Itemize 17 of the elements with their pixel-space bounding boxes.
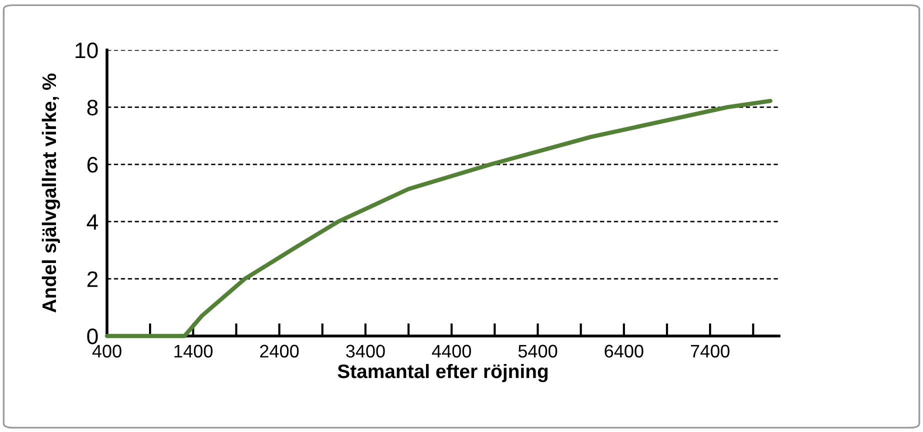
y-tick-label: 8 [87,100,98,116]
y-axis-title: Andel självgallrat virke, % [42,74,60,312]
line-series [104,98,772,338]
x-tick-label: 5400 [518,344,558,358]
x-tick-label: 4400 [432,344,471,358]
y-tick-label: 10 [76,42,98,58]
x-tick-label: 400 [92,344,122,358]
y-tick-label: 0 [87,328,98,344]
x-tick-label: 6400 [604,344,644,358]
x-tick-label: 3400 [346,344,385,358]
x-tick-label: 2400 [260,344,299,358]
y-tick-label: 2 [87,271,98,287]
x-axis-title: Stamantal efter röjning [338,364,548,382]
x-tick-label: 1400 [174,344,213,358]
y-tick-label: 6 [87,156,98,173]
x-tick-label: 7400 [690,344,730,358]
y-tick-label: 4 [86,214,98,230]
